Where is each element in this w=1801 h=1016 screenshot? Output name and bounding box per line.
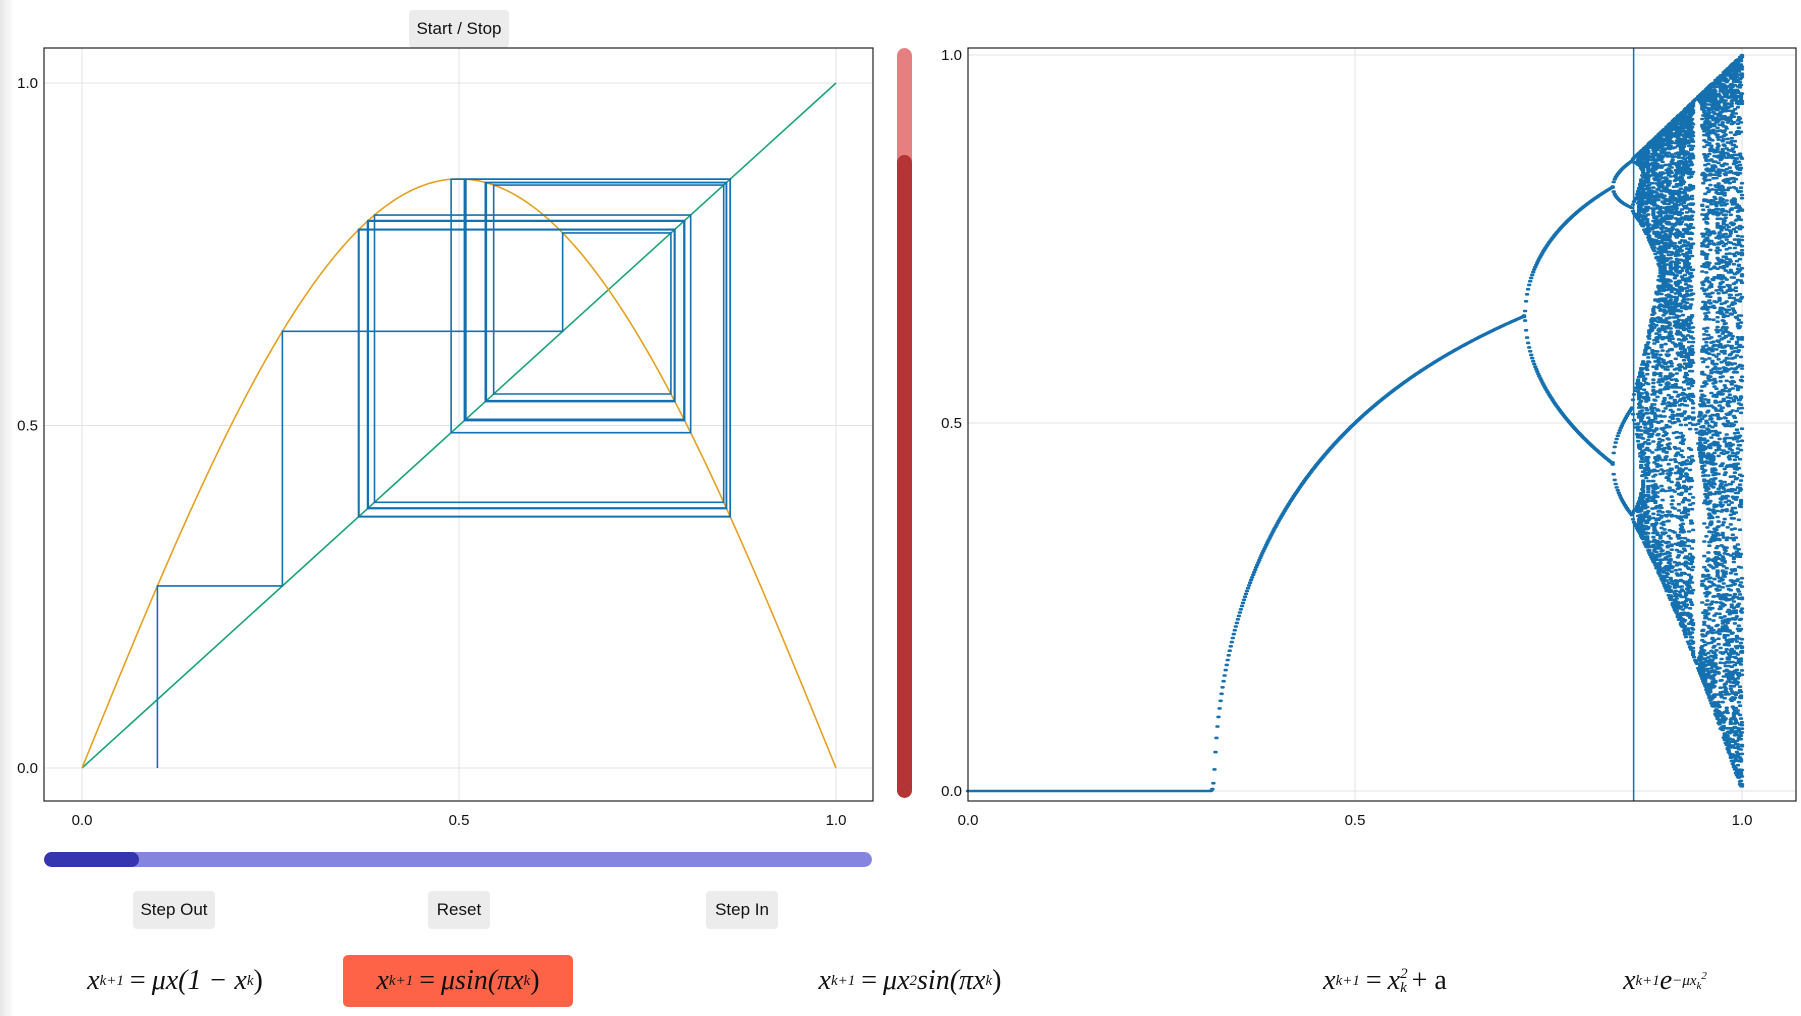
cobweb-path <box>156 178 732 768</box>
cobweb-xtick-label: 0.0 <box>72 812 93 829</box>
bifurcation-xtick-label: 0.0 <box>958 812 979 829</box>
eq-body-sup: 2 <box>909 972 918 989</box>
eq-equals: = <box>861 965 878 996</box>
eq-body: e <box>1659 965 1673 996</box>
eq-lhs: x <box>818 965 831 996</box>
bifurcation-xtick-label: 0.5 <box>1345 812 1366 829</box>
cobweb-grid <box>44 48 873 801</box>
mu-slider-fill <box>897 155 912 798</box>
eq-lhs-sub: k+1 <box>1635 972 1660 989</box>
step-out-button[interactable]: Step Out <box>133 891 215 929</box>
step-in-button[interactable]: Step In <box>706 891 778 929</box>
cobweb-xtick-label: 1.0 <box>826 812 847 829</box>
bifurcation-ytick-label: 0.0 <box>941 783 962 800</box>
bifurcation-ytick-label: 1.0 <box>941 47 962 64</box>
iteration-slider[interactable] <box>44 852 872 867</box>
bifurcation-xtick-label: 1.0 <box>1732 812 1753 829</box>
cobweb-xtick-label: 0.5 <box>449 812 470 829</box>
eq-body-sub: k <box>1400 980 1407 996</box>
eq-lhs-sub: k+1 <box>830 972 856 989</box>
eq-body-sub: k <box>523 972 531 989</box>
eq-exp-sub: k <box>1696 980 1702 992</box>
bifurcation-frame <box>967 47 1797 802</box>
equation-gauss[interactable]: x k+1 e −μxk2 <box>1600 955 1730 1007</box>
eq-body2: sin(πx <box>917 965 986 996</box>
cobweb-frame <box>43 47 874 802</box>
eq-equals: = <box>1365 965 1382 996</box>
eq-lhs: x <box>1623 965 1636 996</box>
bifurcation-ytick-label: 0.5 <box>941 415 962 432</box>
eq-body: x <box>1387 965 1401 996</box>
reset-button[interactable]: Reset <box>428 891 490 929</box>
cobweb-plot: 0.0 0.5 1.0 0.0 0.5 1.0 <box>17 47 874 829</box>
eq-lhs: x <box>1323 965 1336 996</box>
equation-cubic-sine[interactable]: x k+1 = μx 2 sin(πx k) <box>780 955 1040 1007</box>
cobweb-tick-labels: 0.0 0.5 1.0 0.0 0.5 1.0 <box>17 75 846 829</box>
cobweb-ytick-label: 1.0 <box>17 75 38 92</box>
eq-body: μx <box>883 965 910 996</box>
eq-equals: = <box>129 965 146 996</box>
cobweb-lines <box>81 82 837 769</box>
eq-body-sup: 2 <box>1400 966 1408 982</box>
eq-equals: = <box>419 965 435 996</box>
eq-lhs: x <box>87 965 100 996</box>
window-edge-shadow <box>0 0 14 1016</box>
identity-line <box>81 82 837 769</box>
eq-body2-sub: k <box>985 972 993 989</box>
eq-body: μsin(πx <box>441 965 524 996</box>
iteration-slider-track <box>44 852 872 867</box>
eq-tail: ) <box>530 965 540 996</box>
bifurcation-plot: 0.0 0.5 1.0 0.0 0.5 1.0 <box>941 47 1797 829</box>
eq-exp: −μx <box>1672 973 1697 989</box>
eq-lhs-sub: k+1 <box>99 972 124 989</box>
eq-body: μx(1 − x <box>151 965 247 996</box>
eq-lhs-sub: k+1 <box>388 972 414 989</box>
bifurcation-tick-labels: 0.0 0.5 1.0 0.0 0.5 1.0 <box>941 47 1752 829</box>
eq-tail: ) <box>253 965 263 996</box>
equation-logistic[interactable]: x k+1 = μx(1 − x k) <box>60 955 290 1007</box>
eq-lhs: x <box>376 965 389 996</box>
eq-tail: + a <box>1411 965 1447 996</box>
eq-tail: ) <box>992 965 1002 996</box>
eq-exp-sup: 2 <box>1701 970 1707 982</box>
equation-sine[interactable]: x k+1 = μsin(πx k) <box>343 955 573 1007</box>
eq-body-sub: k <box>246 972 254 989</box>
start-stop-button[interactable]: Start / Stop <box>409 10 509 48</box>
iteration-slider-fill <box>44 852 140 867</box>
cobweb-ytick-label: 0.5 <box>17 418 38 435</box>
eq-lhs-sub: k+1 <box>1335 972 1360 989</box>
mu-slider[interactable] <box>897 48 912 798</box>
cobweb-ytick-label: 0.0 <box>17 760 38 777</box>
